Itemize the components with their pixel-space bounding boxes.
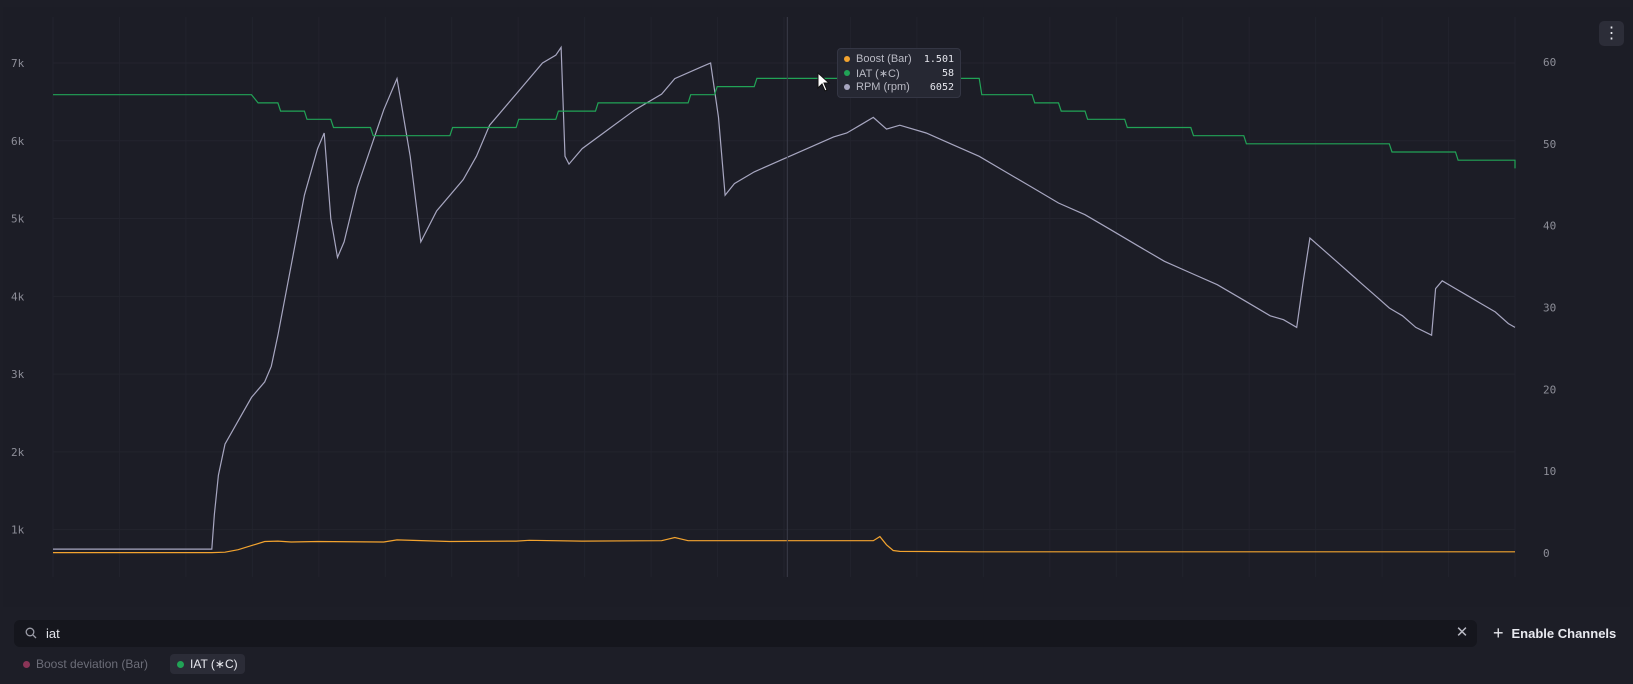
close-icon: ✕ [1455,624,1469,641]
channel-toolbar: ✕ + Enable Channels Boost deviation (Bar… [0,608,1633,684]
tooltip-value: 58 [941,67,954,79]
right-axis-tick-label: 30 [1543,302,1556,315]
chart-menu-button[interactable]: ⋮ [1599,21,1624,46]
rpm-dot-icon [844,84,850,90]
right-axis-tick-label: 0 [1543,547,1550,560]
search-icon [25,627,37,639]
hover-tooltip: Boost (Bar) 1.501 IAT (∗C) 58 RPM (rpm) … [837,48,961,98]
right-axis-tick-label: 50 [1543,138,1556,151]
tooltip-value: 1.501 [923,53,954,65]
left-axis-tick-label: 6k [11,135,25,148]
chart-panel[interactable]: 1k 2k 3k 4k 5k 6k 7k 0 10 20 30 40 50 60 ⋮ Boost (Ba… [3,7,1630,607]
left-axis-tick-label: 7k [11,57,25,70]
right-axis-tick-label: 10 [1543,465,1556,478]
series-line-iat-c [53,77,1516,169]
boost-deviation-dot-icon [23,660,30,668]
right-axis-tick-label: 60 [1543,56,1556,69]
right-axis-tick-label: 20 [1543,383,1556,396]
channel-search-box[interactable]: ✕ [14,620,1477,647]
channel-search-input[interactable] [42,620,1450,647]
chart-series [53,45,1516,554]
left-axis-ticks: 1k 2k 3k 4k 5k 6k 7k [11,57,25,537]
boost-dot-icon [844,56,850,62]
tooltip-label: RPM (rpm) [856,81,910,93]
left-axis-tick-label: 4k [11,290,25,303]
tooltip-value: 6052 [929,81,954,93]
channel-chip-boost-deviation[interactable]: Boost deviation (Bar) [16,654,155,674]
series-line-rpm-rpm [53,45,1516,550]
clear-search-button[interactable]: ✕ [1454,625,1470,641]
series-line-boost-bar [53,535,1515,554]
iat-dot-icon [844,70,850,76]
enable-channels-button[interactable]: + Enable Channels [1493,620,1616,647]
channel-chip-iat[interactable]: IAT (∗C) [170,654,245,674]
iat-dot-icon [177,660,184,668]
left-axis-tick-label: 3k [11,368,25,381]
tooltip-row-boost: Boost (Bar) 1.501 [844,52,954,66]
chart-grid [52,17,1516,577]
tooltip-label: Boost (Bar) [856,53,912,65]
left-axis-tick-label: 5k [11,213,25,226]
right-axis-tick-label: 40 [1543,220,1556,233]
left-axis-tick-label: 2k [11,446,25,459]
enable-channels-label: Enable Channels [1511,626,1617,641]
chip-label: Boost deviation (Bar) [36,657,149,671]
chart-plot[interactable]: 1k 2k 3k 4k 5k 6k 7k 0 10 20 30 40 50 60 [3,7,1630,607]
chip-label: IAT (∗C) [190,657,238,671]
tooltip-row-rpm: RPM (rpm) 6052 [844,80,954,94]
right-axis-ticks: 0 10 20 30 40 50 60 [1543,56,1556,560]
tooltip-row-iat: IAT (∗C) 58 [844,66,954,80]
tooltip-label: IAT (∗C) [856,67,900,80]
left-axis-tick-label: 1k [11,524,25,537]
plus-icon: + [1493,623,1504,643]
mouse-cursor-icon [817,72,831,92]
more-vertical-icon: ⋮ [1603,24,1620,42]
